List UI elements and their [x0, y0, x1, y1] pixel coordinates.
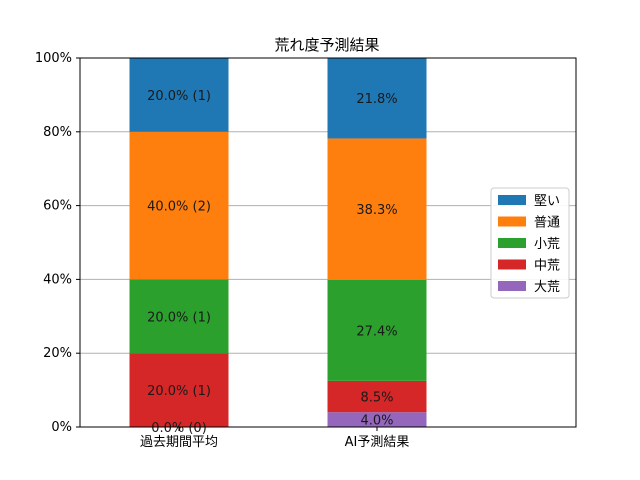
- legend-swatch: [498, 217, 526, 227]
- y-tick-label: 60%: [43, 199, 72, 214]
- segment-label: 8.5%: [360, 391, 393, 406]
- segment-label: 40.0% (2): [147, 200, 211, 215]
- legend-swatch: [498, 281, 526, 291]
- legend-swatch: [498, 195, 526, 205]
- legend-label: 大荒: [534, 280, 560, 295]
- segment-label: 20.0% (1): [147, 384, 211, 399]
- legend-label: 普通: [534, 216, 560, 231]
- legend-swatch: [498, 238, 526, 248]
- legend-label: 中荒: [534, 259, 560, 274]
- segment-label: 27.4%: [356, 324, 397, 339]
- y-tick-label: 20%: [43, 346, 72, 361]
- x-tick-label: AI予測結果: [345, 435, 410, 450]
- segment-label: 21.8%: [356, 92, 397, 107]
- y-axis: 0% 20% 40% 60% 80% 100%: [35, 51, 80, 435]
- chart-title: 荒れ度予測結果: [274, 36, 379, 54]
- legend-label: 小荒: [534, 237, 560, 252]
- segment-label: 4.0%: [360, 414, 393, 429]
- y-tick-label: 100%: [35, 51, 72, 66]
- legend-label: 堅い: [534, 194, 560, 209]
- legend-swatch: [498, 260, 526, 270]
- y-tick-label: 0%: [51, 420, 72, 435]
- bars: [130, 58, 427, 427]
- segment-label: 38.3%: [356, 203, 397, 218]
- y-tick-label: 40%: [43, 272, 72, 287]
- segment-label: 20.0% (1): [147, 89, 211, 104]
- x-tick-label: 過去期間平均: [140, 435, 218, 450]
- segment-label: 20.0% (1): [147, 310, 211, 325]
- y-tick-label: 80%: [43, 125, 72, 140]
